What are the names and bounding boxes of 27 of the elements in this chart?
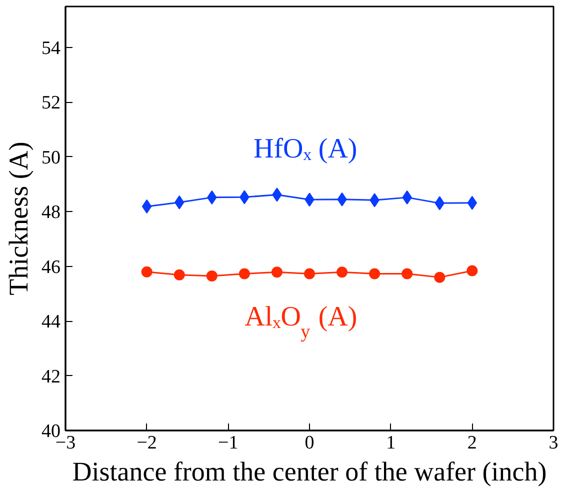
y-tick-label: 50	[42, 147, 60, 168]
point	[402, 268, 413, 280]
x-tick-label: 1	[386, 432, 396, 454]
y-tick-label: 46	[42, 256, 60, 278]
point	[336, 266, 348, 278]
point	[238, 268, 250, 280]
y-tick-label: 54	[42, 38, 61, 60]
x-tick-label: −1	[218, 432, 238, 454]
point	[174, 269, 185, 280]
point	[271, 266, 282, 278]
x-axis-title: Distance from the center of the wafer (inch)	[72, 456, 547, 486]
x-tick-label: 2	[467, 432, 477, 454]
y-tick-label: 42	[42, 366, 60, 388]
point	[206, 270, 218, 282]
y-axis-title: Thickness (A)	[4, 142, 34, 296]
y-tick-label: 48	[42, 202, 60, 224]
point	[466, 265, 478, 276]
point	[369, 268, 380, 280]
x-tick-label: 3	[548, 432, 558, 454]
point	[434, 272, 446, 283]
x-tick-label: 0	[304, 432, 314, 454]
point	[141, 266, 152, 278]
series-label: HfOₓ (A)	[254, 134, 358, 165]
point	[304, 268, 315, 280]
x-tick-label: −2	[136, 432, 157, 454]
y-tick-label: 52	[42, 92, 60, 114]
y-tick-label: 44	[42, 312, 61, 333]
